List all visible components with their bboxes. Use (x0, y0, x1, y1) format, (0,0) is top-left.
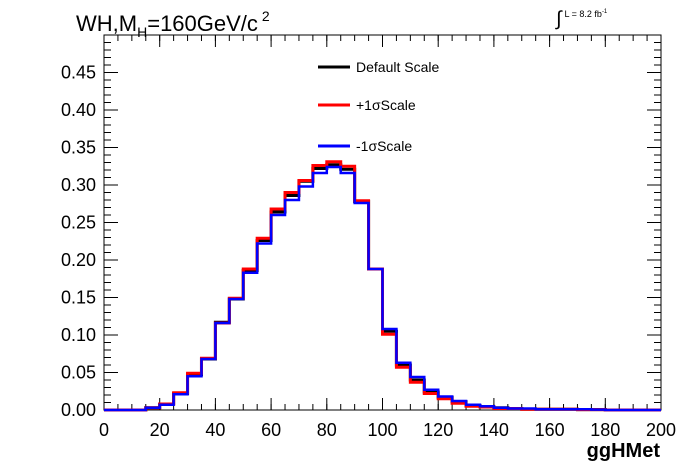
title-subscript: H (137, 24, 148, 40)
x-tick-label: 60 (261, 420, 281, 440)
y-tick-label: 0.20 (61, 250, 96, 270)
y-tick-label: 0.35 (61, 138, 96, 158)
x-tick-label: 40 (205, 420, 225, 440)
x-tick-label: 200 (646, 420, 676, 440)
y-tick-label: 0.40 (61, 100, 96, 120)
lumi-text: L = 8.2 fb (564, 9, 602, 19)
legend-label: -1σScale (356, 138, 412, 154)
y-tick-label: 0.10 (61, 325, 96, 345)
plot-frame (103, 34, 662, 411)
x-tick-label: 80 (317, 420, 337, 440)
legend-label: Default Scale (356, 59, 439, 75)
legend-label: +1σScale (356, 97, 416, 113)
y-tick-label: 0.00 (61, 400, 96, 420)
x-tick-label: 160 (535, 420, 565, 440)
x-tick-label: 0 (99, 420, 109, 440)
x-tick-label: 120 (423, 420, 453, 440)
title-superscript: 2 (261, 8, 270, 24)
title-rest: =160GeV/c (147, 11, 258, 36)
chart-title: WH,MH=160GeV/c 2 (76, 8, 270, 40)
x-tick-label: 180 (590, 420, 620, 440)
y-tick-label: 0.15 (61, 288, 96, 308)
y-tick-label: 0.45 (61, 63, 96, 83)
series-line--1-scale (104, 165, 661, 412)
y-tick-label: 0.05 (61, 363, 96, 383)
x-tick-label: 100 (367, 420, 397, 440)
title-main: WH,M (76, 11, 138, 36)
x-axis-label: ggHMet (586, 440, 660, 462)
x-tick-label: 20 (150, 420, 170, 440)
integral-icon: ∫ (556, 8, 562, 30)
y-tick-label: 0.25 (61, 213, 96, 233)
y-tick-label: 0.30 (61, 175, 96, 195)
luminosity-label: ∫ L = 8.2 fb-1 (556, 8, 607, 31)
x-tick-label: 140 (479, 420, 509, 440)
lumi-superscript: -1 (601, 9, 608, 15)
